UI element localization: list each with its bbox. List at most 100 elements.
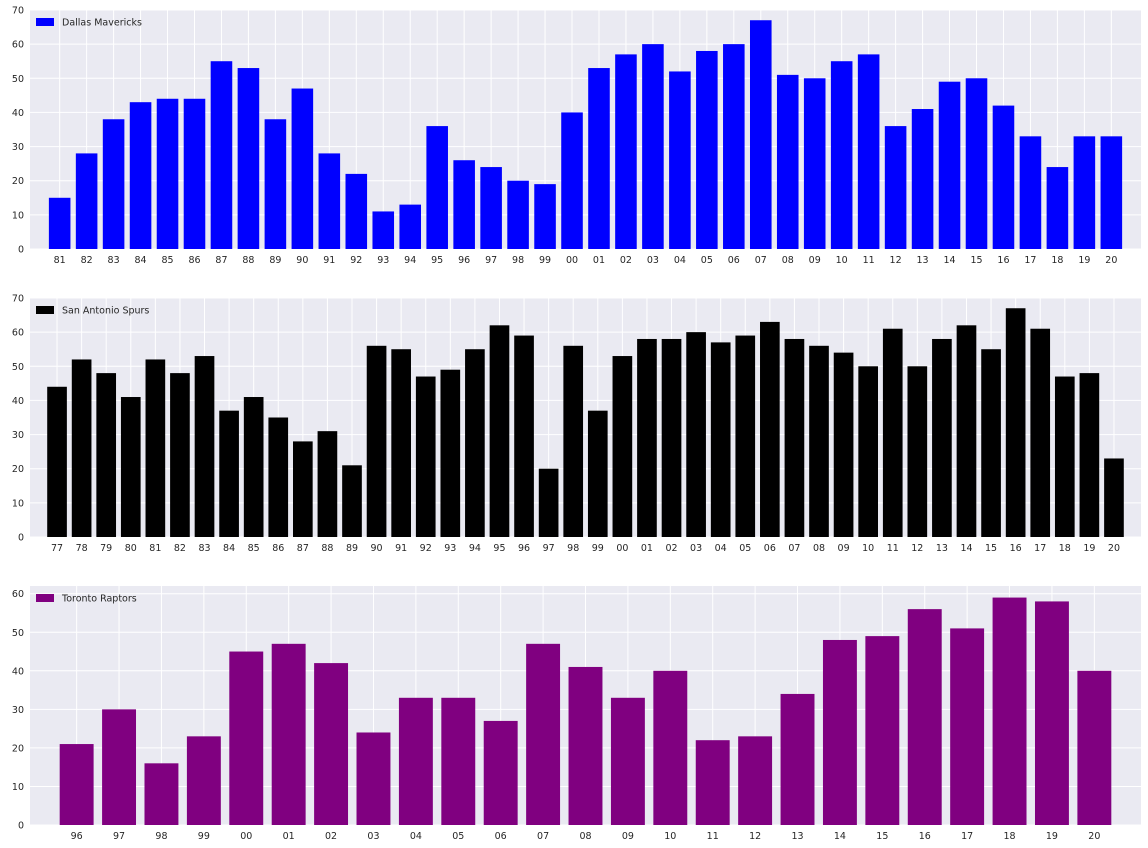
bar (803, 78, 826, 250)
bar (723, 44, 745, 250)
x-tick-label: 96 (518, 543, 530, 554)
bar (695, 740, 730, 825)
x-tick-label: 04 (715, 543, 727, 554)
x-tick-label: 82 (174, 543, 186, 554)
x-tick-label: 15 (876, 831, 888, 842)
bar (465, 349, 485, 537)
x-tick-label: 95 (431, 255, 443, 266)
x-tick-label: 18 (1003, 831, 1015, 842)
legend-label: Toronto Raptors (61, 594, 137, 605)
bar (183, 98, 206, 250)
y-tick-label: 20 (12, 743, 24, 754)
bar (1034, 601, 1069, 825)
x-tick-label: 02 (620, 255, 632, 266)
x-tick-label: 02 (325, 831, 337, 842)
bar (440, 369, 461, 537)
y-tick-label: 40 (12, 108, 24, 119)
bar (59, 744, 94, 825)
bar (610, 697, 645, 825)
bar (314, 663, 349, 825)
bar (830, 61, 853, 249)
bar (865, 636, 900, 825)
bar (587, 410, 608, 537)
x-tick-label: 11 (863, 255, 875, 266)
x-tick-label: 17 (961, 831, 973, 842)
x-tick-label: 86 (188, 255, 200, 266)
bar (145, 359, 166, 537)
bar (1104, 458, 1124, 537)
x-tick-label: 04 (674, 255, 686, 266)
bar (833, 352, 854, 537)
x-tick-label: 96 (458, 255, 470, 266)
x-tick-label: 10 (836, 255, 848, 266)
bar (1030, 328, 1051, 537)
legend-label: Dallas Mavericks (62, 18, 142, 29)
x-tick-label: 90 (296, 255, 308, 266)
x-tick-label: 97 (113, 831, 125, 842)
x-tick-label: 93 (377, 255, 389, 266)
bar (857, 54, 880, 250)
bar (71, 359, 92, 537)
y-tick-label: 10 (12, 210, 24, 221)
x-tick-label: 15 (985, 543, 997, 554)
x-tick-label: 19 (1046, 831, 1058, 842)
bar (1077, 670, 1112, 825)
bar (356, 732, 391, 825)
bar (780, 693, 815, 825)
y-tick-label: 60 (12, 328, 24, 339)
bar (186, 736, 221, 825)
bar (144, 763, 179, 825)
x-tick-label: 87 (215, 255, 227, 266)
y-tick-label: 30 (12, 705, 24, 716)
bar (615, 54, 637, 250)
x-tick-label: 03 (367, 831, 379, 842)
x-tick-label: 89 (346, 543, 358, 554)
bar (102, 709, 137, 825)
y-tick-label: 0 (18, 821, 24, 832)
x-tick-label: 04 (410, 831, 422, 842)
bar (318, 153, 341, 249)
bar (1054, 376, 1075, 537)
y-tick-label: 50 (12, 362, 24, 373)
legend-swatch (36, 594, 54, 602)
x-tick-label: 87 (297, 543, 309, 554)
x-tick-label: 79 (100, 543, 112, 554)
y-tick-label: 50 (12, 74, 24, 85)
bar (156, 98, 179, 250)
x-tick-label: 20 (1088, 831, 1100, 842)
x-tick-label: 05 (452, 831, 464, 842)
x-tick-label: 14 (834, 831, 846, 842)
x-tick-label: 97 (485, 255, 497, 266)
y-tick-label: 40 (12, 396, 24, 407)
bar (372, 211, 395, 249)
x-tick-label: 99 (592, 543, 604, 554)
y-tick-label: 20 (12, 176, 24, 187)
bar (391, 349, 411, 537)
x-tick-label: 88 (321, 543, 333, 554)
x-tick-label: 09 (809, 255, 821, 266)
bar (612, 356, 633, 537)
x-tick-label: 01 (641, 543, 653, 554)
bar (291, 88, 314, 250)
x-tick-label: 82 (81, 255, 93, 266)
bar (822, 639, 857, 825)
legend-swatch (36, 306, 54, 314)
x-tick-label: 07 (537, 831, 549, 842)
y-tick-label: 30 (12, 430, 24, 441)
x-tick-label: 92 (420, 543, 432, 554)
x-tick-label: 93 (444, 543, 456, 554)
bar (75, 153, 98, 249)
x-tick-label: 99 (539, 255, 551, 266)
y-tick-label: 50 (12, 628, 24, 639)
bar (293, 441, 313, 537)
bar (956, 325, 977, 537)
x-tick-label: 12 (911, 543, 923, 554)
bar (911, 109, 934, 249)
bar (992, 105, 1015, 249)
y-tick-label: 10 (12, 498, 24, 509)
bar (738, 736, 773, 825)
x-tick-label: 01 (283, 831, 295, 842)
y-tick-label: 40 (12, 666, 24, 677)
bar (1005, 308, 1026, 537)
x-tick-label: 06 (728, 255, 740, 266)
